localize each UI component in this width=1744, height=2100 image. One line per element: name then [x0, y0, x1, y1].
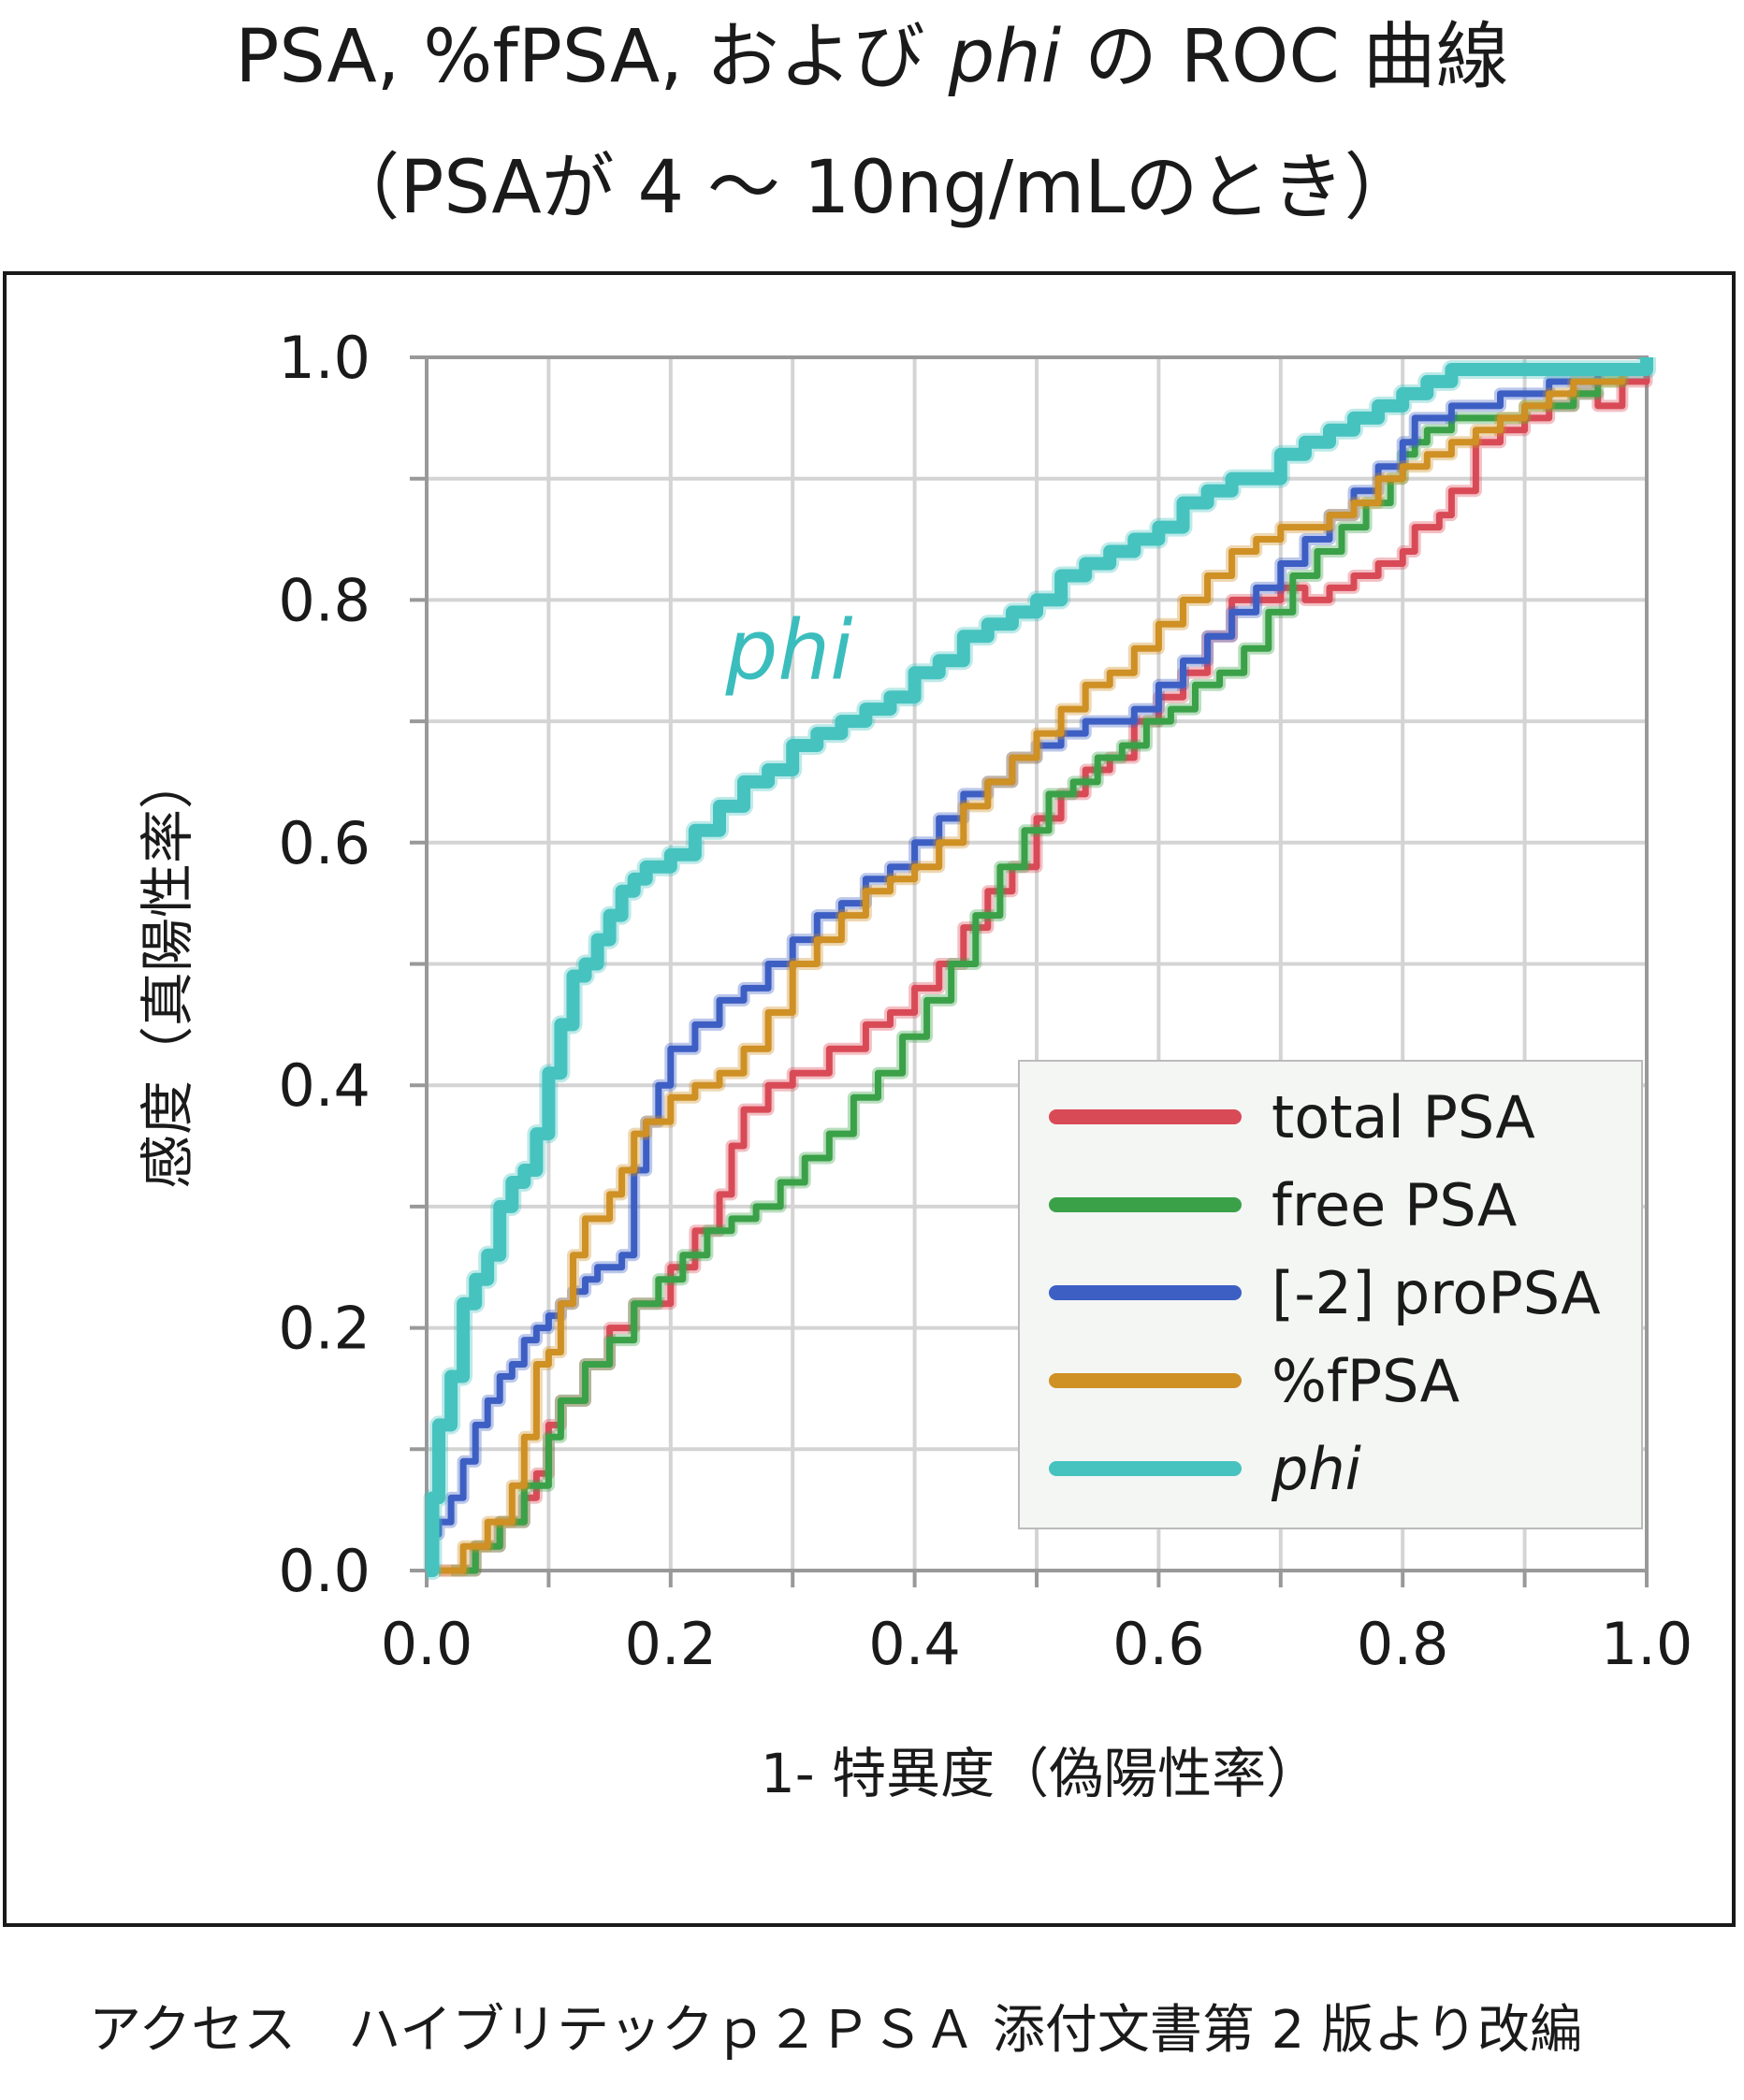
y-tick-label: 0.6 — [278, 809, 371, 877]
y-tick-label: 1.0 — [278, 324, 371, 392]
roc-chart: 0.0 0.2 0.4 0.6 0.8 1.0 0.0 0.2 0.4 0.6 0.8 1.0 phi… — [136, 324, 1693, 1805]
title-italic-phi: phi — [948, 15, 1062, 99]
source-note: アクセス ハイブリテックｐ２ＰＳＡ 添付文書第 2 版より改編 — [89, 2000, 1582, 2061]
x-tick-label: 1.0 — [1601, 1610, 1693, 1678]
y-tick-label: 0.4 — [278, 1051, 371, 1120]
phi-annotation: phi — [724, 602, 853, 699]
x-axis-label: 1- 特異度（偽陽性率） — [761, 1742, 1320, 1805]
legend-label: %fPSA — [1272, 1347, 1460, 1415]
title-prefix: PSA, %fPSA, および — [235, 15, 949, 99]
axis-ticks: 0.0 0.2 0.4 0.6 0.8 1.0 0.0 0.2 0.4 0.6 0.8 1.0 — [278, 324, 1693, 1678]
series-layer — [423, 357, 1656, 1580]
legend-label: phi — [1271, 1435, 1361, 1503]
x-tick-label: 0.6 — [1112, 1610, 1205, 1678]
legend-label: free PSA — [1272, 1171, 1517, 1239]
y-tick-label: 0.2 — [278, 1295, 371, 1363]
series-line-free-psa — [451, 357, 1650, 1574]
series-line-phi — [426, 357, 1653, 1577]
x-tick-label: 0.8 — [1357, 1610, 1449, 1678]
chart-title-line-2: （PSAが 4 ～ 10ng/mLのとき） — [327, 146, 1417, 230]
legend-label: [-2] proPSA — [1272, 1259, 1601, 1327]
chart-title-line-1: PSA, %fPSA, および phi の ROC 曲線 — [0, 21, 1744, 94]
y-tick-label: 0.0 — [278, 1537, 371, 1605]
y-axis-label: 感度（真陽性率） — [136, 755, 199, 1189]
chart-frame: 0.0 0.2 0.4 0.6 0.8 1.0 0.0 0.2 0.4 0.6 0.8 1.0 phi… — [3, 271, 1736, 1927]
x-tick-label: 0.2 — [624, 1610, 717, 1678]
series-line--fpsa — [439, 357, 1650, 1574]
x-tick-label: 0.4 — [868, 1610, 961, 1678]
x-tick-label: 0.0 — [381, 1610, 473, 1678]
legend-label: total PSA — [1272, 1083, 1535, 1151]
legend: total PSA free PSA [-2] proPSA %fPSA phi — [1018, 1060, 1643, 1529]
title-suffix: の ROC 曲線 — [1061, 15, 1509, 99]
y-tick-label: 0.8 — [278, 566, 371, 634]
